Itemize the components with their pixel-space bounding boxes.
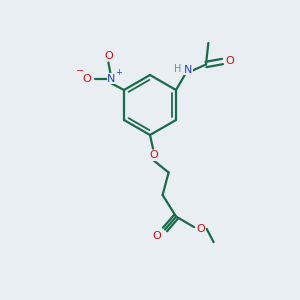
Text: N: N: [107, 74, 116, 84]
Text: N: N: [184, 64, 192, 75]
Text: O: O: [226, 56, 234, 66]
Text: O: O: [82, 74, 91, 84]
Text: H: H: [174, 64, 182, 74]
Text: O: O: [196, 224, 205, 234]
Text: +: +: [115, 68, 122, 77]
Text: −: −: [76, 66, 84, 76]
Text: O: O: [149, 150, 158, 160]
Text: O: O: [104, 51, 113, 61]
Text: O: O: [152, 231, 161, 241]
